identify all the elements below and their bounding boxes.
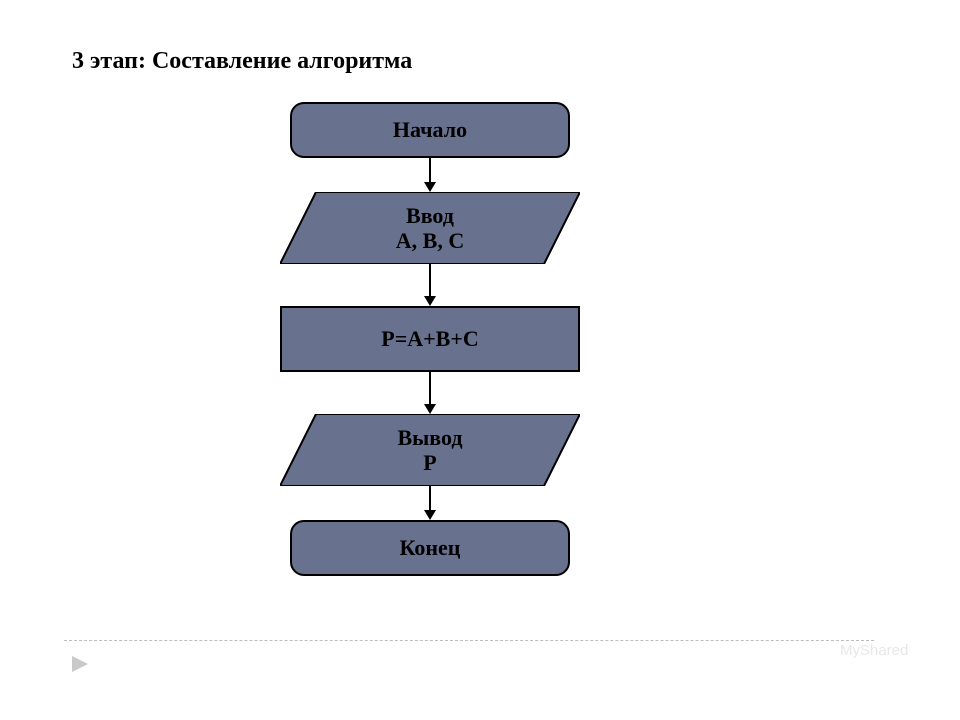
- dashed-rule: [64, 640, 874, 641]
- flow-node-label: Вывод P: [280, 414, 580, 486]
- flow-node-process: P=A+B+C: [280, 306, 580, 372]
- flow-node-label: Ввод A, B, C: [280, 192, 580, 264]
- flow-node-input: Ввод A, B, C: [280, 192, 580, 264]
- watermark: MyShared: [840, 642, 908, 659]
- arrow-head-icon: [424, 182, 436, 192]
- arrow-head-icon: [424, 510, 436, 520]
- flow-edge: [429, 372, 431, 404]
- corner-play-icon: [72, 656, 88, 672]
- arrow-head-icon: [424, 404, 436, 414]
- flow-node-end: Конец: [290, 520, 570, 576]
- flow-edge: [429, 264, 431, 296]
- flowchart-canvas: { "title": { "text": "3 этап: Составлени…: [0, 0, 960, 720]
- flow-node-output: Вывод P: [280, 414, 580, 486]
- arrow-head-icon: [424, 296, 436, 306]
- flow-edge: [429, 158, 431, 182]
- flow-node-start: Начало: [290, 102, 570, 158]
- flow-edge: [429, 486, 431, 510]
- page-title: 3 этап: Составление алгоритма: [72, 48, 412, 75]
